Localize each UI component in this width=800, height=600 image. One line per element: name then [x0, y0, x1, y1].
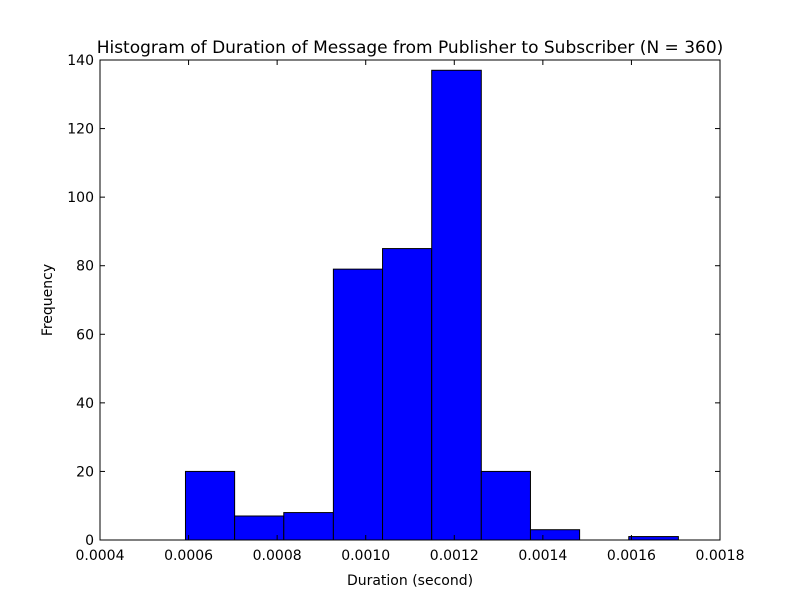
histogram-bar [529, 529, 581, 541]
histogram-bar [234, 515, 285, 541]
y-tick-label: 100 [67, 190, 94, 206]
x-tick-label: 0.0004 [76, 548, 125, 564]
x-tick-label: 0.0016 [607, 548, 656, 564]
y-tick-label: 40 [76, 396, 94, 412]
x-tick-label: 0.0010 [341, 548, 390, 564]
y-tick-label: 140 [67, 53, 94, 69]
chart-title: Histogram of Duration of Message from Pu… [97, 38, 724, 58]
x-tick-label: 0.0006 [164, 548, 213, 564]
y-tick-label: 0 [85, 533, 94, 549]
y-axis-label: Frequency [40, 264, 56, 336]
x-tick-label: 0.0018 [696, 548, 745, 564]
x-tick-label: 0.0008 [253, 548, 302, 564]
x-tick-label: 0.0014 [518, 548, 567, 564]
y-tick-label: 20 [76, 464, 94, 480]
x-tick-label: 0.0012 [430, 548, 479, 564]
histogram-bar [628, 536, 679, 541]
plot-frame [99, 59, 721, 541]
histogram-bar [283, 512, 334, 541]
histogram-bar [431, 69, 482, 541]
bars-group [184, 69, 679, 541]
histogram-bar [480, 470, 531, 541]
y-tick-label: 80 [76, 259, 94, 275]
histogram-bar [184, 470, 236, 541]
y-tick-label: 60 [76, 327, 94, 343]
y-tick-label: 120 [67, 122, 94, 138]
histogram-bar [332, 268, 384, 541]
ticks-group: 0.0004 0.0006 0.0008 0.0010 0.0012 0.0014 0.00… [67, 53, 744, 564]
x-axis-label: Duration (second) [347, 573, 473, 589]
histogram-bar [382, 248, 433, 541]
